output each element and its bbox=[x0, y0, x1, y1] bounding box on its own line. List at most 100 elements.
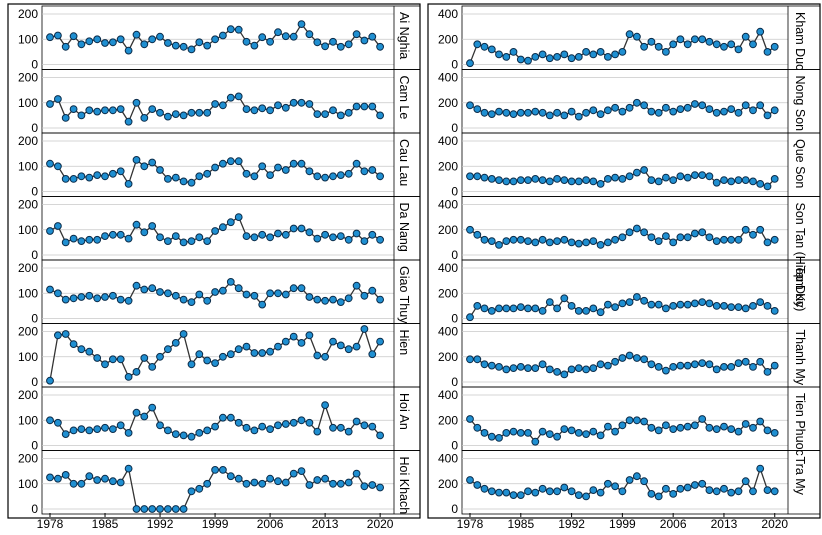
data-point bbox=[321, 230, 330, 239]
data-point bbox=[344, 169, 353, 178]
data-point bbox=[509, 177, 518, 186]
y-tick-label: 0 bbox=[31, 185, 38, 199]
data-point bbox=[553, 175, 561, 183]
data-point bbox=[516, 108, 525, 117]
data-point bbox=[712, 425, 721, 434]
data-point bbox=[336, 423, 345, 432]
data-point bbox=[560, 111, 569, 120]
data-point bbox=[553, 487, 561, 496]
data-point bbox=[640, 355, 648, 364]
data-point bbox=[140, 162, 149, 171]
data-point bbox=[567, 54, 576, 63]
data-point bbox=[553, 53, 561, 61]
data-point bbox=[567, 238, 576, 247]
data-point bbox=[61, 330, 70, 338]
data-point bbox=[226, 157, 235, 166]
data-point bbox=[281, 32, 290, 41]
data-point bbox=[132, 220, 141, 229]
data-point bbox=[179, 295, 188, 304]
data-point bbox=[101, 172, 109, 181]
data-point bbox=[368, 286, 377, 295]
series-row: 0 100 200 Hien bbox=[18, 323, 421, 389]
data-point bbox=[691, 35, 699, 44]
data-point bbox=[368, 102, 377, 111]
data-point bbox=[582, 238, 590, 247]
data-point bbox=[618, 175, 627, 183]
data-point bbox=[604, 361, 612, 370]
data-point bbox=[360, 325, 369, 333]
row-frame bbox=[41, 450, 421, 515]
y-tick-label: 100 bbox=[18, 223, 38, 237]
data-point bbox=[116, 421, 125, 430]
data-point bbox=[281, 103, 290, 112]
data-point bbox=[698, 101, 707, 110]
data-point bbox=[226, 25, 235, 34]
data-point bbox=[756, 27, 765, 36]
data-point bbox=[124, 117, 133, 126]
data-point bbox=[611, 173, 619, 182]
data-point bbox=[625, 228, 634, 237]
data-point bbox=[101, 293, 109, 301]
x-tick-label: 2013 bbox=[312, 517, 339, 530]
data-point bbox=[234, 284, 243, 293]
data-point bbox=[582, 48, 590, 56]
data-point bbox=[589, 304, 598, 313]
data-point bbox=[242, 423, 251, 432]
data-point bbox=[132, 505, 141, 513]
data-point bbox=[69, 175, 78, 183]
data-point bbox=[531, 107, 540, 116]
y-tick-label: 0 bbox=[31, 58, 38, 72]
data-point bbox=[727, 363, 736, 371]
data-point bbox=[669, 176, 678, 185]
x-tick-label: 1992 bbox=[558, 517, 585, 530]
data-point bbox=[289, 332, 298, 341]
data-point bbox=[101, 474, 109, 483]
data-point bbox=[734, 45, 743, 54]
data-point bbox=[604, 106, 612, 115]
data-point bbox=[756, 464, 765, 473]
data-point bbox=[116, 478, 125, 487]
series-row: 0 200 400 Tien Phuoc bbox=[438, 386, 821, 456]
series-label: Son Tan (Hiep Duc) bbox=[793, 203, 807, 312]
data-point bbox=[305, 418, 314, 427]
data-point bbox=[683, 103, 692, 112]
data-point bbox=[727, 425, 736, 434]
data-point bbox=[574, 364, 583, 373]
data-point bbox=[596, 110, 605, 118]
data-point bbox=[274, 101, 282, 110]
data-point bbox=[109, 169, 117, 178]
data-point bbox=[297, 224, 306, 233]
data-point bbox=[179, 431, 188, 440]
data-point bbox=[368, 422, 377, 431]
series-row: 0 200 400 Son Tan (Hiep Duc) bbox=[438, 196, 821, 312]
data-point bbox=[171, 505, 180, 513]
data-point bbox=[69, 294, 78, 303]
data-point bbox=[313, 427, 322, 436]
data-point bbox=[234, 92, 243, 101]
data-point bbox=[305, 331, 314, 340]
data-point bbox=[187, 360, 196, 369]
data-point bbox=[662, 48, 670, 56]
data-point bbox=[101, 106, 109, 115]
data-point bbox=[164, 345, 172, 354]
data-point bbox=[640, 42, 648, 51]
data-point bbox=[545, 487, 554, 496]
data-point bbox=[574, 307, 583, 315]
data-point bbox=[524, 429, 532, 437]
data-point bbox=[698, 298, 707, 307]
data-point bbox=[582, 176, 590, 185]
data-point bbox=[297, 159, 306, 168]
data-point bbox=[545, 365, 554, 374]
data-point bbox=[741, 477, 750, 486]
data-point bbox=[625, 476, 634, 484]
data-point bbox=[611, 357, 619, 366]
data-point bbox=[101, 423, 109, 432]
data-point bbox=[305, 167, 314, 176]
data-point bbox=[281, 478, 290, 487]
series-line bbox=[49, 158, 381, 186]
data-point bbox=[560, 176, 569, 185]
data-point bbox=[640, 477, 648, 486]
data-point bbox=[763, 302, 772, 310]
data-point bbox=[727, 235, 736, 244]
data-point bbox=[734, 427, 743, 436]
